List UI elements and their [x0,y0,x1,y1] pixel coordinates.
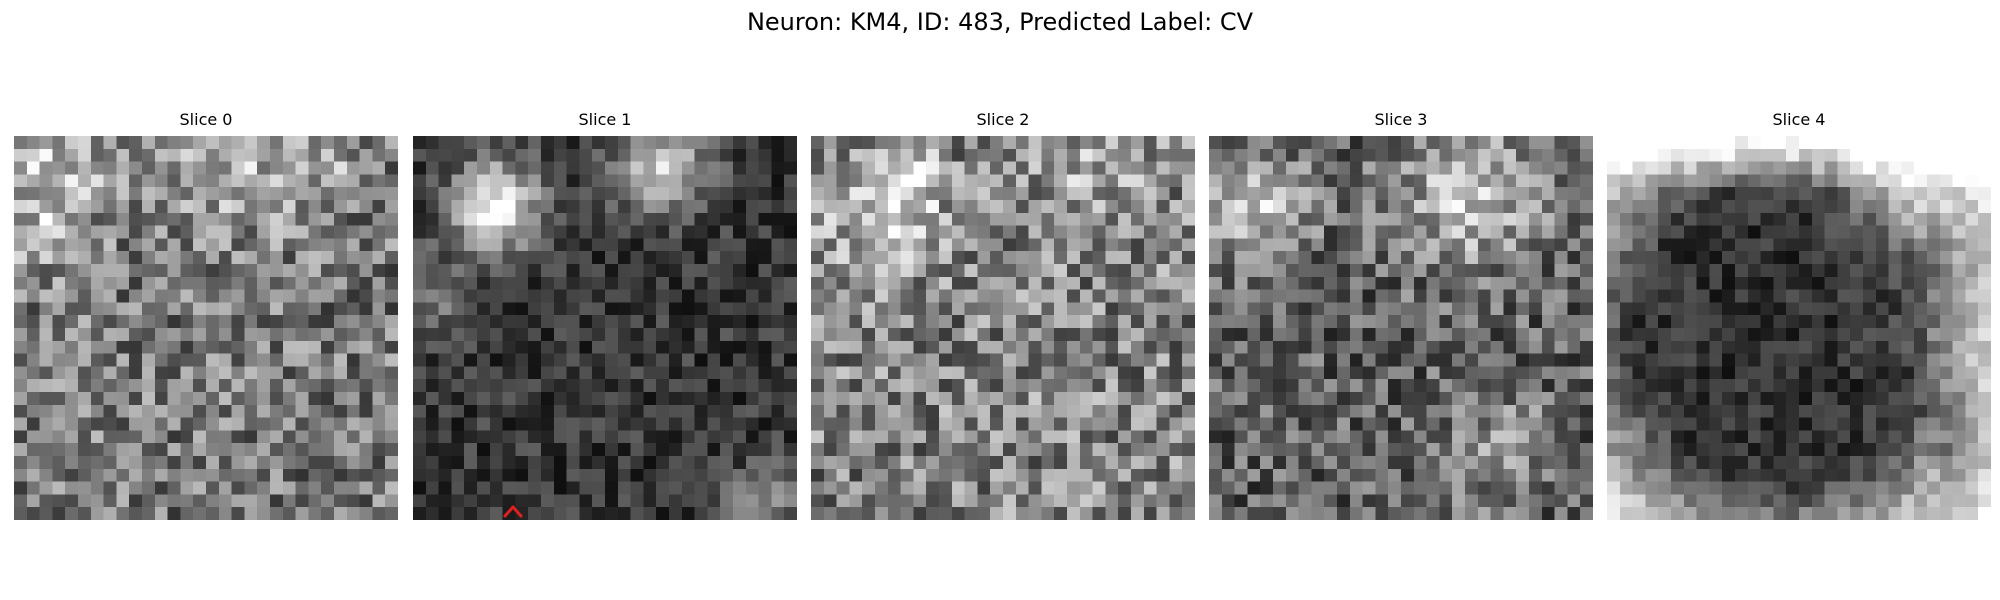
slice-panel-0: Slice 0 [14,104,398,520]
slice-title: Slice 2 [976,110,1030,129]
slice-image [811,136,1195,520]
slice-title: Slice 0 [179,110,233,129]
slice-image [14,136,398,520]
slice-panel-2: Slice 2 [811,104,1195,520]
slice-image [1607,136,1991,520]
slice-title: Slice 1 [578,110,632,129]
slice-image [413,136,797,520]
slice-title: Slice 3 [1374,110,1428,129]
slice-title: Slice 4 [1772,110,1826,129]
slice-panel-1: Slice 1 [413,104,797,520]
slice-panel-3: Slice 3 [1209,104,1593,520]
slice-image [1209,136,1593,520]
figure-title: Neuron: KM4, ID: 483, Predicted Label: C… [746,8,1254,36]
slice-panel-4: Slice 4 [1607,104,1991,520]
